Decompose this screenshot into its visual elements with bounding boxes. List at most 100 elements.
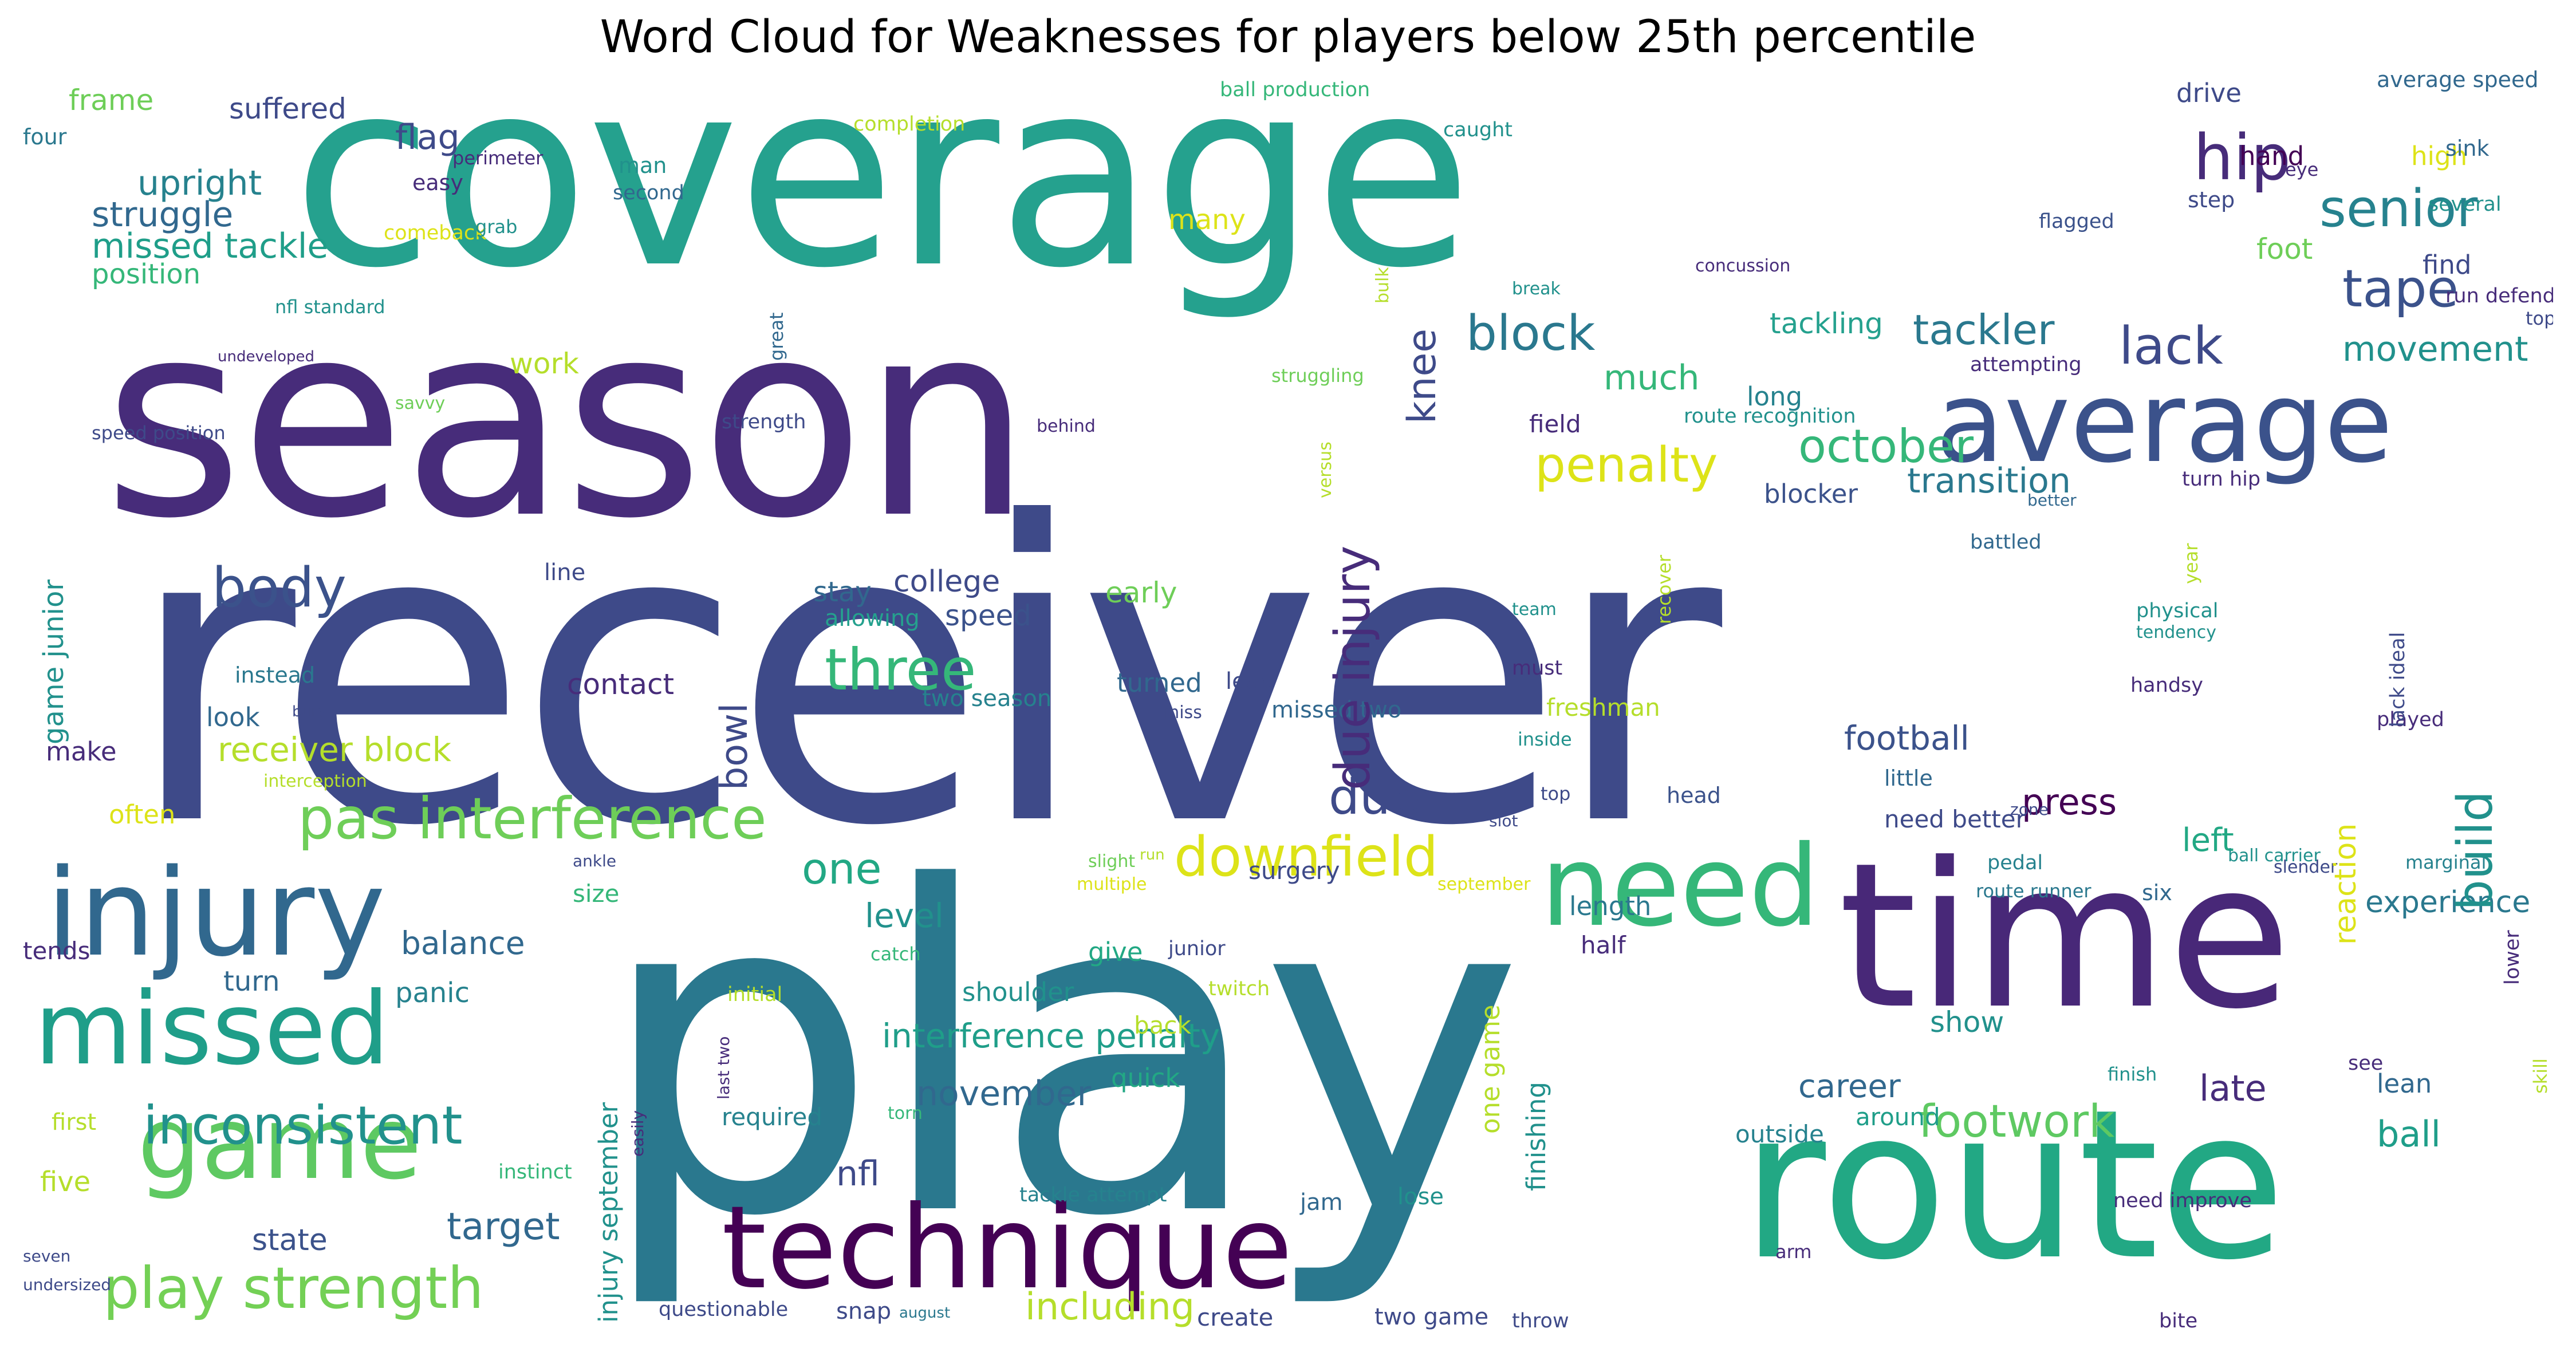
word-ankle: junior [1168, 937, 1226, 960]
word-make: work [510, 347, 579, 380]
word-pas-interference: pas interference [298, 785, 767, 852]
word-several: little [1884, 766, 1933, 791]
word-route-runner: head [1667, 783, 1721, 808]
word-one-game: great [766, 312, 787, 361]
word-need-better: two game [1374, 1304, 1489, 1330]
word-head: create [1197, 1303, 1274, 1331]
word-grab: nfl standard [275, 296, 385, 318]
word-strength: last two [714, 1036, 733, 1099]
word-need-improve: turn hip [2182, 468, 2261, 491]
word-movement: knee [1400, 328, 1445, 424]
word-lead: snap [836, 1298, 892, 1325]
word-long: find [2423, 250, 2472, 280]
word-recover: perimeter [452, 147, 543, 169]
word-state: suffered [229, 92, 346, 125]
word-top-end: pedal [1987, 852, 2043, 874]
word-missed-tackle: transition [1907, 461, 2071, 501]
word-back: look [206, 702, 260, 732]
word-stay: drive [2176, 78, 2242, 108]
word-panic: blocker [1764, 479, 1858, 509]
word-create: lean [2377, 1069, 2432, 1099]
word-year: concussion [1695, 256, 1791, 276]
word-lack-ideal: caught [1443, 119, 1512, 141]
word-shoulder: often [109, 799, 176, 830]
word-played: eye [2285, 159, 2319, 180]
word-september: throw [1512, 1310, 1569, 1333]
word-see: top end [2526, 308, 2553, 329]
word-slight: physical [2136, 600, 2219, 622]
word-zone: need improve [2113, 1189, 2252, 1212]
word-great: comeback [384, 222, 487, 245]
word-junior: bite [2159, 1310, 2198, 1333]
word-field: foot [2256, 232, 2313, 266]
word-freshman: finishing [1521, 1082, 1551, 1191]
word-flag: october [1798, 420, 1974, 473]
word-ball-production: interception [263, 771, 367, 791]
word-look: early [1105, 576, 1177, 609]
word-receiver-block: four [23, 124, 67, 149]
word-upright: tackler [1913, 306, 2055, 354]
word-ball-carrier: run defender [2445, 285, 2553, 308]
word-lack: lack [2119, 316, 2223, 376]
word-physical: lower [2501, 930, 2524, 985]
word-second: speed position [92, 422, 226, 444]
word-two-game: tends [23, 937, 90, 965]
word-game-junior: savvy [395, 393, 446, 413]
word-slot: finish [2108, 1063, 2157, 1085]
word-time: time [1838, 819, 2291, 1053]
word-bowl: struggling [1271, 365, 1364, 387]
word-run: questionable [659, 1298, 789, 1321]
word-including: one [802, 843, 882, 894]
word-knee: versus [1315, 442, 1336, 498]
word-skill: ball production [1220, 78, 1370, 101]
word-high: reaction [2329, 823, 2363, 945]
word-twitch: arm [1775, 1241, 1812, 1263]
word-late: november [916, 1074, 1092, 1114]
word-interference-penalty: game junior [38, 579, 70, 744]
word-jam: first [52, 1109, 97, 1136]
word-missed: missed [34, 971, 390, 1087]
word-find: press [2022, 781, 2117, 823]
word-arm: better [2027, 491, 2077, 510]
word-speed-position: multiple [1077, 874, 1147, 894]
word-frame: flag [395, 117, 460, 157]
word-play: play [596, 794, 1524, 1314]
word-must: slender [2274, 857, 2338, 877]
word-much: football [1844, 719, 1970, 758]
word-top: see [2348, 1052, 2384, 1075]
word-cloud: receiver play season coverage time route… [23, 69, 2553, 1350]
word-run-defender: six [2142, 880, 2172, 905]
word-average: average [1936, 357, 2393, 487]
word-route: route [1741, 1065, 2286, 1305]
word-press: college [893, 565, 1001, 599]
word-hip: hip [2193, 121, 2291, 194]
word-attempting: route runner [1976, 880, 2091, 902]
word-average-speed: instead [235, 663, 316, 688]
word-around: quick [1111, 1063, 1180, 1093]
word-struggling: tackle attempt [1019, 1184, 1167, 1207]
word-man: undersized [23, 1275, 112, 1294]
word-target: frame [69, 84, 154, 117]
word-drive: experience [2365, 885, 2531, 920]
word-career: interference penalty [882, 1016, 1220, 1055]
word-bite: battled [1970, 531, 2042, 554]
word-due-injury: strength [722, 411, 806, 433]
word-season: season [103, 264, 1032, 577]
word-lower: completion [853, 113, 966, 136]
word-tendency: skill [2530, 1058, 2551, 1094]
word-pedal: lead [1226, 668, 1275, 695]
word-snap: around [1856, 1103, 1940, 1131]
word-reaction: route recognition [1684, 405, 1856, 428]
word-seven: september [1437, 874, 1531, 894]
word-body: body [212, 557, 346, 620]
word-many: lose [1397, 1184, 1444, 1210]
word-november: state [252, 1223, 328, 1258]
word-easy: seven [23, 1247, 71, 1266]
word-level: position [92, 258, 201, 290]
word-first: length [1569, 891, 1652, 921]
word-tackle-attempt: must [1512, 657, 1563, 680]
word-struggle: movement [2342, 329, 2528, 369]
word-bulk: grab [475, 216, 518, 238]
word-position: missed tackle [92, 226, 329, 266]
word-one: due [1329, 769, 1421, 826]
